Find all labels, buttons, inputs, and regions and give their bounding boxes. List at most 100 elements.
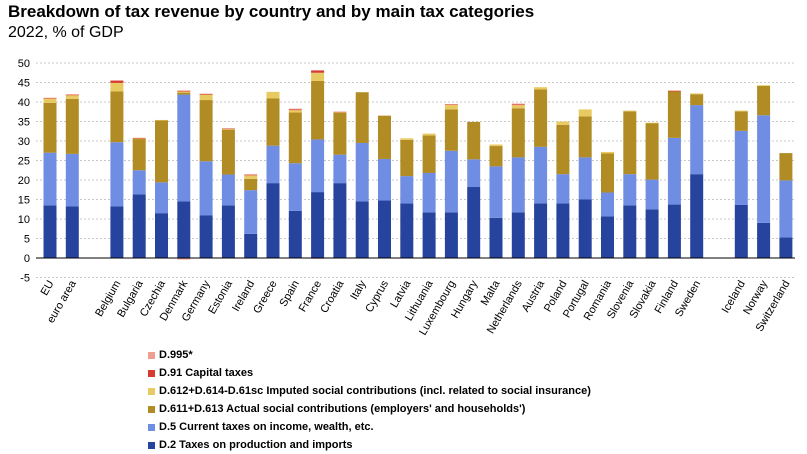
bar-segment xyxy=(288,109,302,111)
bar-segment xyxy=(511,108,525,158)
chart-title: Breakdown of tax revenue by country and … xyxy=(8,2,535,21)
bar-segment xyxy=(355,201,369,258)
bar-segment xyxy=(400,176,414,204)
legend-item: D.2 Taxes on production and imports xyxy=(148,436,591,454)
bar-segment xyxy=(43,205,57,258)
bar-segment xyxy=(110,142,124,207)
bar-segment xyxy=(221,128,235,130)
bar-segment xyxy=(65,94,79,96)
bar-segment xyxy=(132,170,146,195)
bar-segment xyxy=(110,91,124,143)
bar-segment xyxy=(757,222,771,258)
bar-segment xyxy=(311,192,325,258)
legend-item: D.5 Current taxes on income, wealth, etc… xyxy=(148,418,591,436)
bar-segment xyxy=(511,103,525,105)
bar-segment xyxy=(667,137,681,205)
bar-segment xyxy=(311,139,325,193)
y-tick-label: 35 xyxy=(18,117,30,129)
bar-segment xyxy=(645,122,659,124)
bar-segment xyxy=(467,159,481,188)
bar-segment xyxy=(65,94,79,99)
bar-segment xyxy=(333,183,347,258)
bar-segment xyxy=(65,153,79,207)
y-tick-label: 20 xyxy=(18,175,30,187)
bar-segment xyxy=(65,206,79,258)
bar-segment xyxy=(779,180,793,238)
bar-segment xyxy=(132,194,146,258)
bar-segment xyxy=(378,158,391,201)
x-tick-label: Croatia xyxy=(318,278,347,315)
bar-segment xyxy=(422,172,436,213)
bar-segment xyxy=(43,152,57,206)
bar-segment xyxy=(690,105,704,175)
y-tick-label: 15 xyxy=(18,195,30,207)
y-tick-label: 45 xyxy=(18,78,30,90)
bar-segment xyxy=(355,92,369,143)
bar-segment xyxy=(244,178,258,191)
bar-segment xyxy=(288,112,302,164)
bar-segment xyxy=(779,153,793,181)
bar-segment xyxy=(534,87,548,90)
y-tick-label: -5 xyxy=(20,273,30,285)
bar-segment xyxy=(378,200,391,258)
bar-segment xyxy=(266,183,280,258)
bar-segment xyxy=(288,108,302,110)
bar-segment xyxy=(667,90,681,92)
legend: D.995* D.91 Capital taxes D.612+D.614-D.61… xyxy=(148,346,591,454)
bar-segment xyxy=(199,215,213,258)
bar-segment xyxy=(556,121,570,126)
legend-item: D.995* xyxy=(148,346,591,364)
y-tick-label: 40 xyxy=(18,97,30,109)
y-tick-label: 30 xyxy=(18,136,30,148)
bar-segment xyxy=(578,199,592,258)
bar-segment xyxy=(43,98,57,99)
bar-segment xyxy=(199,94,213,101)
bar-segment xyxy=(288,163,302,211)
bar-segment xyxy=(623,174,637,206)
bar-segment xyxy=(43,102,57,153)
legend-item: D.611+D.613 Actual social contributions … xyxy=(148,400,591,418)
bar-segment xyxy=(667,204,681,258)
bar-segment xyxy=(444,104,458,110)
bar-segment xyxy=(444,150,458,213)
legend-swatch xyxy=(148,441,155,449)
chart-subtitle: 2022, % of GDP xyxy=(8,24,124,41)
bar-segment xyxy=(444,212,458,258)
bar-segment xyxy=(155,120,168,183)
bar-segment xyxy=(333,111,347,113)
bar-segment xyxy=(288,210,302,258)
bar-segment xyxy=(266,145,280,184)
bar-segment xyxy=(578,109,592,117)
bar-segment xyxy=(400,139,414,177)
bar-segment xyxy=(199,100,213,162)
bar-segment xyxy=(467,121,481,160)
bar-segment xyxy=(757,115,771,223)
bar-segment xyxy=(266,98,280,146)
bar-segment xyxy=(734,111,748,131)
legend-label: D.91 Capital taxes xyxy=(159,367,254,379)
y-tick-label: 25 xyxy=(18,156,30,168)
bar-segment xyxy=(311,70,325,73)
legend-item: D.91 Capital taxes xyxy=(148,364,591,382)
bar-segment xyxy=(355,142,369,202)
legend-item: D.612+D.614-D.61sc Imputed social contri… xyxy=(148,382,591,400)
bar-segment xyxy=(221,174,235,206)
bar-segment xyxy=(221,205,235,258)
bar-segment xyxy=(511,212,525,258)
bar-segment xyxy=(400,203,414,258)
bar-segment xyxy=(734,110,748,112)
bar-segment xyxy=(378,115,391,159)
bar-segment xyxy=(578,116,592,158)
bar-segment xyxy=(556,174,570,204)
bar-segment xyxy=(422,212,436,258)
bar-segment xyxy=(422,133,436,136)
bar-segment xyxy=(734,204,748,258)
bar-segment xyxy=(690,93,704,95)
bar-segment xyxy=(534,203,548,258)
bar-segment xyxy=(422,135,436,173)
bar-segment xyxy=(199,161,213,216)
bar-segment xyxy=(132,139,146,171)
bar-segment xyxy=(667,91,681,138)
bar-segment xyxy=(601,216,614,258)
legend-swatch xyxy=(148,405,155,413)
